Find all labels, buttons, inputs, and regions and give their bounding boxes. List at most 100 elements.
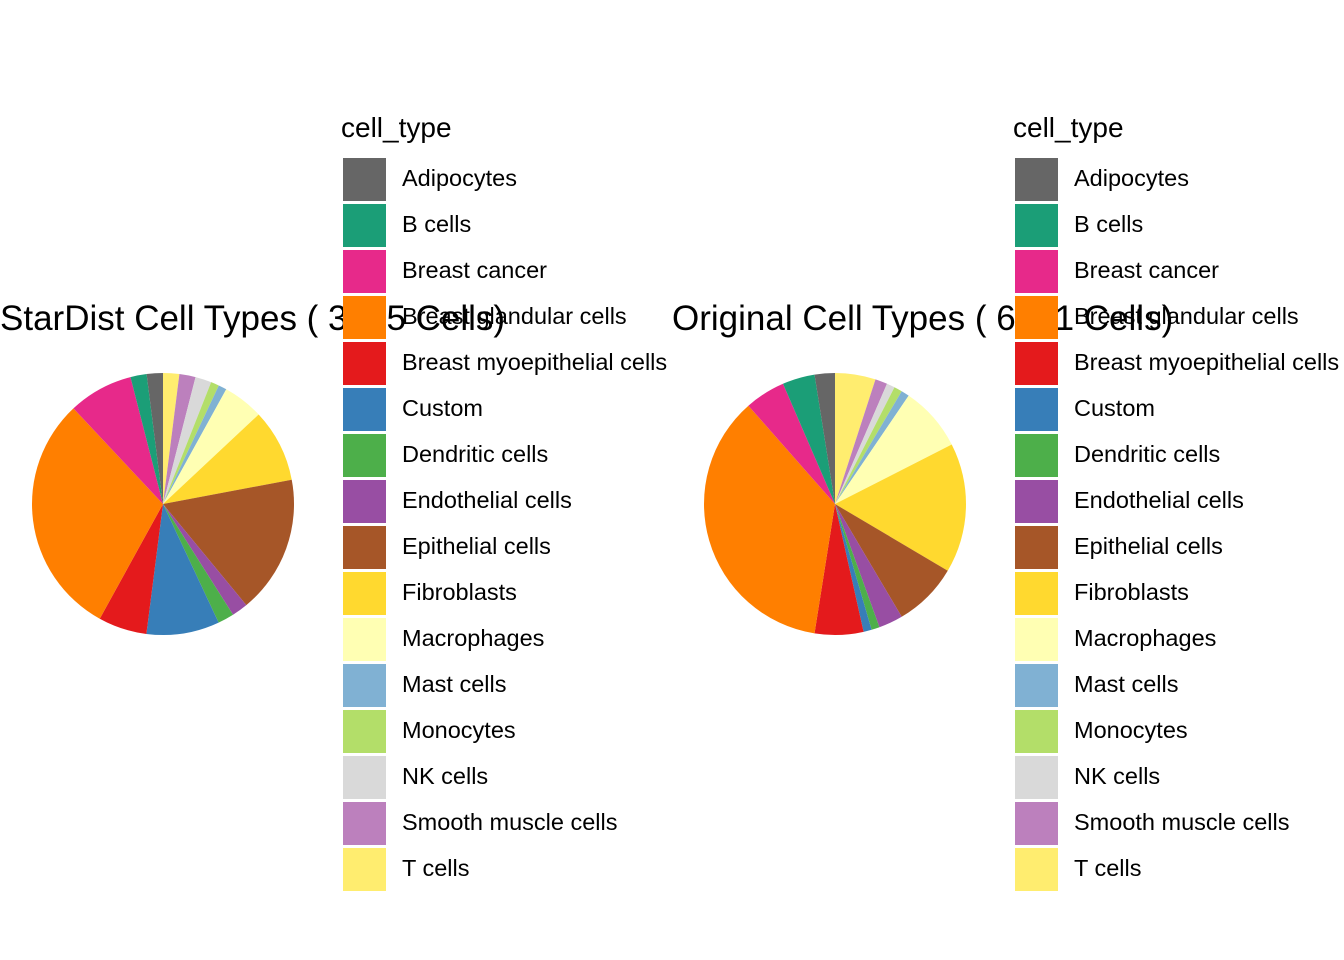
original-legend-label-breast-cancer: Breast cancer <box>1074 257 1219 283</box>
original-legend-item-monocytes: Monocytes <box>1013 709 1343 755</box>
original-legend-swatch-adipocytes <box>1015 158 1058 201</box>
original-legend-label-monocytes: Monocytes <box>1074 717 1188 743</box>
stardist-legend-swatch-monocytes <box>343 710 386 753</box>
stardist-legend-swatch-macrophages <box>343 618 386 661</box>
original-legend-item-smooth-muscle-cells: Smooth muscle cells <box>1013 801 1343 847</box>
original-legend-item-custom: Custom <box>1013 387 1343 433</box>
stardist-legend-item-t-cells: T cells <box>341 847 671 893</box>
original-legend-swatch-mast-cells <box>1015 664 1058 707</box>
stardist-legend-swatch-b-cells <box>343 204 386 247</box>
original-legend-swatch-breast-glandular-cells <box>1015 296 1058 339</box>
stardist-legend-item-breast-cancer: Breast cancer <box>341 249 671 295</box>
stardist-legend-item-breast-myoepithelial-cells: Breast myoepithelial cells <box>341 341 671 387</box>
stardist-legend-swatch-nk-cells <box>343 756 386 799</box>
stardist-legend-label-custom: Custom <box>402 395 483 421</box>
stardist-legend-label-dendritic-cells: Dendritic cells <box>402 441 549 467</box>
original-slice-b-cells <box>783 374 835 504</box>
original-legend-swatch-epithelial-cells <box>1015 526 1058 569</box>
stardist-slice-monocytes <box>163 382 219 504</box>
original-slice-mast-cells <box>835 391 909 504</box>
original-legend-label-smooth-muscle-cells: Smooth muscle cells <box>1074 809 1290 835</box>
stardist-legend-label-macrophages: Macrophages <box>402 625 545 651</box>
original-legend-label-fibroblasts: Fibroblasts <box>1074 579 1189 605</box>
stardist-legend-label-endothelial-cells: Endothelial cells <box>402 487 572 513</box>
original-legend-item-b-cells: B cells <box>1013 203 1343 249</box>
stardist-slice-nk-cells <box>163 377 212 504</box>
original-legend-swatch-fibroblasts <box>1015 572 1058 615</box>
original-legend-label-nk-cells: NK cells <box>1074 763 1161 789</box>
stardist-legend-label-epithelial-cells: Epithelial cells <box>402 533 551 559</box>
original-slice-monocytes <box>835 387 902 504</box>
original-legend-label-breast-myoepithelial-cells: Breast myoepithelial cells <box>1074 349 1340 375</box>
stardist-legend-swatch-mast-cells <box>343 664 386 707</box>
stardist-legend-swatch-smooth-muscle-cells <box>343 802 386 845</box>
original-legend-item-fibroblasts: Fibroblasts <box>1013 571 1343 617</box>
stardist-legend-item-epithelial-cells: Epithelial cells <box>341 525 671 571</box>
stardist-slice-endothelial-cells <box>163 504 247 615</box>
stardist-slice-macrophages <box>163 389 259 504</box>
original-legend-swatch-monocytes <box>1015 710 1058 753</box>
original-slice-breast-glandular-cells <box>704 405 835 634</box>
original-slice-epithelial-cells <box>835 504 948 617</box>
stardist-legend-label-t-cells: T cells <box>402 855 470 881</box>
stardist-legend-item-breast-glandular-cells: Breast glandular cells <box>341 295 671 341</box>
stardist-legend-label-breast-myoepithelial-cells: Breast myoepithelial cells <box>402 349 668 375</box>
original-slice-t-cells <box>835 373 876 504</box>
original-legend-swatch-dendritic-cells <box>1015 434 1058 477</box>
stardist-slice-t-cells <box>163 373 180 504</box>
original-legend-title: cell_type <box>1013 112 1124 143</box>
stardist-legend-title: cell_type <box>341 112 452 143</box>
stardist-legend-item-fibroblasts: Fibroblasts <box>341 571 671 617</box>
stardist-legend-item-smooth-muscle-cells: Smooth muscle cells <box>341 801 671 847</box>
stardist-legend-item-macrophages: Macrophages <box>341 617 671 663</box>
original-legend-swatch-breast-myoepithelial-cells <box>1015 342 1058 385</box>
original-chart-title: Original Cell Types ( 6481 Cells) <box>672 299 1174 338</box>
stardist-legend-label-fibroblasts: Fibroblasts <box>402 579 517 605</box>
stardist-chart-title: StarDist Cell Types ( 3555 Cells) <box>0 299 506 338</box>
original-slice-endothelial-cells <box>835 504 902 628</box>
original-legend-label-macrophages: Macrophages <box>1074 625 1217 651</box>
stardist-slice-adipocytes <box>146 373 163 504</box>
stardist-slice-b-cells <box>130 374 163 504</box>
original-legend-item-epithelial-cells: Epithelial cells <box>1013 525 1343 571</box>
stardist-legend-swatch-dendritic-cells <box>343 434 386 477</box>
stardist-legend-label-mast-cells: Mast cells <box>402 671 507 697</box>
stardist-legend-item-adipocytes: Adipocytes <box>341 157 671 203</box>
stardist-legend-item-dendritic-cells: Dendritic cells <box>341 433 671 479</box>
original-legend-swatch-breast-cancer <box>1015 250 1058 293</box>
original-legend-label-dendritic-cells: Dendritic cells <box>1074 441 1221 467</box>
original-legend-label-custom: Custom <box>1074 395 1155 421</box>
stardist-legend-swatch-adipocytes <box>343 158 386 201</box>
original-chart-panel: Original Cell Types ( 6481 Cells) cell_t… <box>672 0 1344 960</box>
stardist-legend-item-monocytes: Monocytes <box>341 709 671 755</box>
stardist-slice-custom <box>146 504 219 635</box>
stardist-legend-label-b-cells: B cells <box>402 211 472 237</box>
stardist-legend-swatch-breast-glandular-cells <box>343 296 386 339</box>
original-legend-swatch-endothelial-cells <box>1015 480 1058 523</box>
stardist-slice-mast-cells <box>163 385 227 504</box>
original-legend-item-endothelial-cells: Endothelial cells <box>1013 479 1343 525</box>
original-legend-swatch-b-cells <box>1015 204 1058 247</box>
original-legend-item-breast-glandular-cells: Breast glandular cells <box>1013 295 1343 341</box>
stardist-legend-item-endothelial-cells: Endothelial cells <box>341 479 671 525</box>
original-legend-item-t-cells: T cells <box>1013 847 1343 893</box>
original-legend-item-mast-cells: Mast cells <box>1013 663 1343 709</box>
stardist-legend-label-breast-glandular-cells: Breast glandular cells <box>402 303 627 329</box>
stardist-slice-breast-myoepithelial-cells <box>99 504 163 634</box>
stardist-legend-label-adipocytes: Adipocytes <box>402 165 517 191</box>
original-legend-label-b-cells: B cells <box>1074 211 1144 237</box>
original-legend-swatch-smooth-muscle-cells <box>1015 802 1058 845</box>
stardist-legend-item-custom: Custom <box>341 387 671 433</box>
original-legend-item-nk-cells: NK cells <box>1013 755 1343 801</box>
original-slice-breast-myoepithelial-cells <box>814 504 864 636</box>
original-slice-smooth-muscle-cells <box>835 379 887 504</box>
stardist-legend-swatch-fibroblasts <box>343 572 386 615</box>
stardist-legend-swatch-t-cells <box>343 848 386 891</box>
original-slice-fibroblasts <box>835 444 966 571</box>
stardist-legend-swatch-breast-myoepithelial-cells <box>343 342 386 385</box>
original-legend-swatch-custom <box>1015 388 1058 431</box>
original-legend-swatch-macrophages <box>1015 618 1058 661</box>
stardist-slice-epithelial-cells <box>163 479 295 606</box>
original-legend-label-epithelial-cells: Epithelial cells <box>1074 533 1223 559</box>
stardist-legend-item-mast-cells: Mast cells <box>341 663 671 709</box>
